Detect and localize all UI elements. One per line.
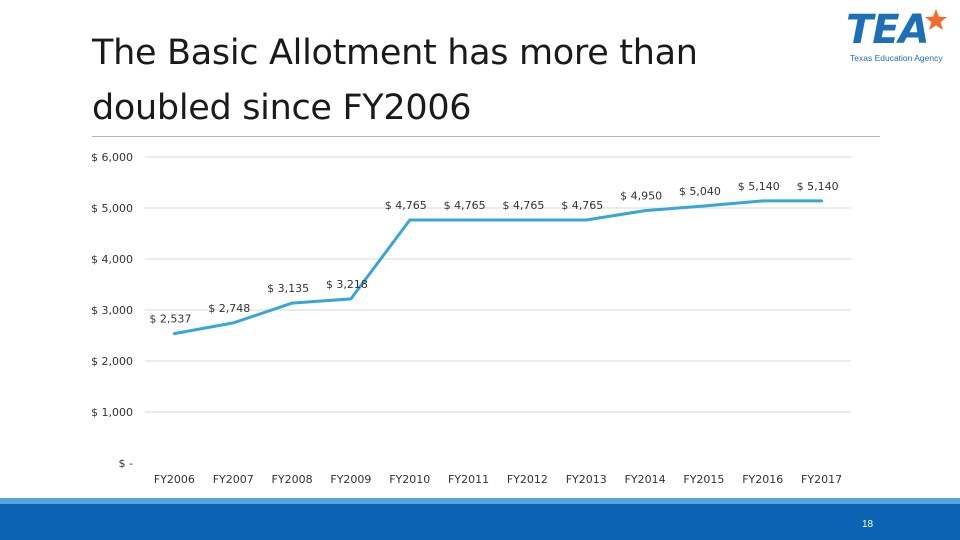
x-tick-label: FY2017	[801, 473, 842, 486]
slide-title: The Basic Allotment has more than double…	[92, 33, 698, 128]
x-tick-label: FY2015	[683, 473, 724, 486]
data-label: $ 4,765	[444, 199, 486, 212]
page-number: 18	[862, 519, 874, 530]
data-label: $ 2,748	[208, 302, 250, 315]
y-axis-ticks: $ - $ 1,000 $ 2,000 $ 3,000 $ 4,000 $ 5,000 $ …	[91, 151, 133, 470]
series-line	[172, 199, 824, 336]
logo-subtitle: Texas Education Agency	[850, 53, 943, 63]
x-tick-label: FY2012	[507, 473, 548, 486]
data-label: $ 5,040	[679, 185, 721, 198]
x-tick-label: FY2011	[448, 473, 489, 486]
y-tick-label: $ 3,000	[91, 304, 133, 317]
data-labels: $ 2,537 $ 2,748 $ 3,135 $ 3,218 $ 4,765 $ 4,7…	[149, 180, 838, 326]
data-label: $ 5,140	[797, 180, 839, 193]
footer-bar	[0, 504, 960, 540]
x-tick-label: FY2006	[154, 473, 195, 486]
data-label: $ 4,765	[561, 199, 603, 212]
x-tick-label: FY2007	[213, 473, 254, 486]
gridlines	[145, 156, 851, 413]
y-tick-label: $ 5,000	[91, 202, 133, 215]
data-label: $ 3,135	[267, 282, 309, 295]
x-axis-ticks: FY2006 FY2007 FY2008 FY2009 FY2010 FY2011 FY20…	[154, 473, 842, 486]
x-tick-label: FY2010	[389, 473, 430, 486]
star-icon	[925, 9, 947, 30]
x-tick-label: FY2014	[625, 473, 666, 486]
x-tick-label: FY2009	[330, 473, 371, 486]
x-tick-label: FY2016	[742, 473, 783, 486]
series-line-group	[172, 199, 824, 336]
data-label: $ 4,765	[502, 199, 544, 212]
data-label: $ 2,537	[149, 313, 191, 326]
logo-wordmark: TEA	[846, 7, 930, 53]
data-label: $ 5,140	[738, 180, 780, 193]
title-divider	[92, 136, 880, 137]
tea-logo: TEA Texas Education Agency	[846, 6, 950, 66]
x-tick-label: FY2008	[272, 473, 313, 486]
y-tick-label: $ 2,000	[91, 355, 133, 368]
x-tick-label: FY2013	[566, 473, 607, 486]
data-label: $ 4,765	[385, 199, 427, 212]
y-tick-label: $ 6,000	[91, 151, 133, 164]
footer-accent-band	[0, 498, 960, 504]
y-tick-label: $ 4,000	[91, 253, 133, 266]
y-tick-label: $ -	[119, 457, 133, 470]
data-label: $ 3,218	[326, 278, 368, 291]
y-tick-label: $ 1,000	[91, 406, 133, 419]
data-label: $ 4,950	[620, 190, 662, 203]
